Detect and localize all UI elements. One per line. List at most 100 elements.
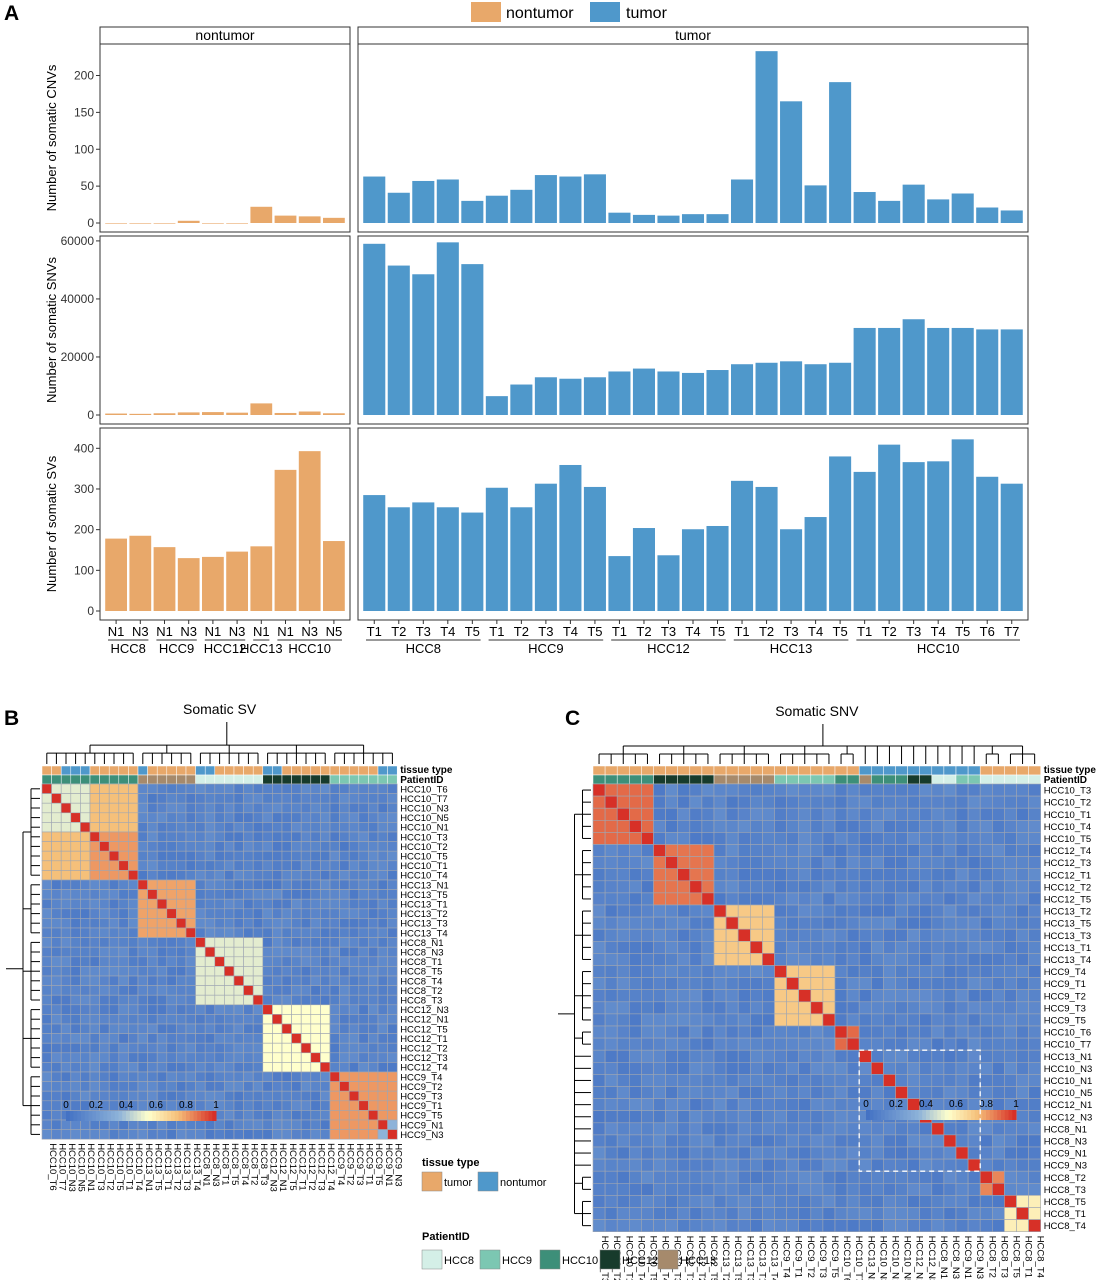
x-tick-label-tumor: T4	[808, 624, 823, 639]
annotation-patient-cell	[156, 774, 168, 785]
heatmap-cell	[870, 977, 884, 990]
heatmap-cell	[798, 1001, 812, 1015]
heatmap-cell	[70, 879, 81, 890]
heatmap-cell	[1028, 1013, 1041, 1027]
y-axis-label: Number of somatic SNVs	[44, 257, 59, 403]
heatmap-cell	[310, 889, 321, 900]
heatmap-cell	[1016, 1134, 1029, 1148]
heatmap-cell	[725, 1013, 739, 1027]
heatmap-cell	[883, 1146, 896, 1160]
heatmap-cell	[358, 908, 369, 919]
x-tick-label-tumor: T1	[367, 624, 382, 639]
heatmap-cell	[176, 985, 187, 996]
heatmap-cell	[604, 1183, 618, 1196]
heatmap-cell	[919, 916, 933, 930]
colorbar-segment	[933, 1110, 938, 1120]
heatmap-cell	[233, 956, 244, 967]
heatmap-cell	[147, 822, 158, 833]
heatmap-cell	[979, 1049, 993, 1063]
heatmap-cell	[224, 1110, 235, 1121]
annotation-patient-cell	[701, 774, 715, 785]
heatmap-cell	[348, 1110, 360, 1121]
heatmap-cell	[185, 918, 196, 929]
heatmap-cell	[41, 1033, 52, 1044]
heatmap-cell	[1028, 916, 1041, 930]
heatmap-cell	[166, 802, 177, 814]
heatmap-cell	[725, 856, 739, 869]
heatmap-cell	[798, 1013, 812, 1027]
heatmap-cell	[592, 1122, 606, 1136]
colorbar-segment	[978, 1110, 983, 1120]
bar-tumor-1-21	[878, 327, 901, 415]
heatmap-cell	[70, 908, 81, 919]
heatmap-cell	[967, 1013, 981, 1027]
heatmap-cell	[233, 1042, 244, 1054]
heatmap-cell	[281, 1062, 292, 1073]
heatmap-cell	[665, 1146, 678, 1160]
heatmap-cell	[628, 880, 642, 894]
heatmap-cell	[387, 1100, 398, 1111]
heatmap-cell	[387, 812, 398, 823]
heatmap-cell	[737, 856, 751, 869]
heatmap-cell	[243, 908, 254, 919]
heatmap-cell	[195, 1090, 206, 1102]
heatmap-cell	[858, 928, 872, 942]
heatmap-cell	[858, 1170, 872, 1184]
heatmap-cell	[713, 940, 727, 954]
heatmap-cell	[99, 994, 110, 1006]
heatmap-cell	[51, 985, 62, 996]
heatmap-cell	[846, 1074, 860, 1087]
heatmap-cell	[377, 793, 388, 804]
heatmap-cell	[377, 1081, 388, 1092]
heatmap-cell	[641, 807, 654, 821]
heatmap-cell	[991, 1037, 1005, 1051]
heatmap-cell	[214, 966, 225, 977]
heatmap-cell	[834, 783, 848, 797]
colorbar-segment	[918, 1110, 923, 1120]
heatmap-cell	[1016, 807, 1029, 821]
heatmap-cell	[80, 956, 91, 967]
heatmap-cell	[870, 1219, 884, 1232]
heatmap-cell	[185, 841, 196, 852]
heatmap-cell	[967, 904, 981, 918]
heatmap-cell	[822, 904, 836, 918]
heatmap-cell	[128, 802, 139, 814]
colorbar-segment	[899, 1110, 904, 1120]
heatmap-cell	[846, 856, 860, 869]
heatmap-cell	[204, 1129, 216, 1140]
heatmap-cell	[1004, 1158, 1017, 1172]
heatmap-cell	[895, 928, 908, 942]
heatmap-cell	[931, 1074, 945, 1087]
heatmap-cell	[176, 850, 187, 862]
heatmap-cell	[665, 1134, 678, 1148]
heatmap-cell	[41, 937, 52, 948]
heatmap-cell	[262, 975, 273, 986]
heatmap-cell	[943, 1170, 957, 1184]
heatmap-cell	[786, 1074, 799, 1087]
heatmap-cell	[60, 1042, 72, 1054]
heatmap-cell	[128, 975, 139, 986]
colorbar-segment	[163, 1111, 168, 1121]
x-tick-label-tumor: T1	[857, 624, 872, 639]
heatmap-cell	[641, 1146, 654, 1160]
heatmap-cell	[834, 1062, 848, 1075]
heatmap-cell	[749, 1195, 763, 1208]
heatmap-cell	[99, 908, 110, 919]
heatmap-cell	[616, 1098, 630, 1111]
heatmap-cell	[846, 1195, 860, 1208]
heatmap-cell	[310, 898, 321, 910]
heatmap-cell	[653, 1219, 666, 1232]
heatmap-cell	[99, 831, 110, 842]
heatmap-cell	[895, 989, 908, 1003]
column-label: HCC10_T7	[56, 1143, 67, 1191]
heatmap-cell	[51, 994, 62, 1006]
heatmap-cell	[846, 832, 860, 845]
heatmap-cell	[118, 1129, 129, 1140]
heatmap-cell	[339, 1071, 350, 1082]
heatmap-cell	[749, 928, 763, 942]
heatmap-cell	[300, 1062, 312, 1073]
annotation-tissue-cell	[907, 765, 920, 776]
heatmap-cell	[291, 1100, 302, 1111]
heatmap-cell	[616, 1146, 630, 1160]
heatmap-cell	[931, 1037, 945, 1051]
